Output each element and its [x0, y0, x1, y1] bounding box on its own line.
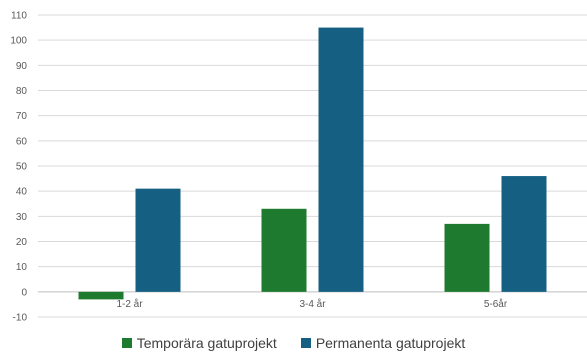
- y-axis-tick-labels: -10 0 10 20 30 40 50 60 70 80 90 100 110: [10, 11, 27, 324]
- legend-swatch-temporara: [121, 338, 132, 348]
- legend-label-permanenta: Permanenta gatuprojekt: [315, 335, 466, 351]
- y-tick-label: 60: [16, 136, 28, 147]
- y-tick-label: 20: [16, 237, 28, 248]
- gridlines: [38, 14, 587, 318]
- bar-temporara-2: [444, 223, 490, 292]
- bar-permanenta-1: [318, 27, 364, 292]
- y-tick-label: 40: [16, 187, 28, 198]
- y-tick-label: 90: [16, 61, 28, 72]
- x-category-label: 5-6år: [484, 298, 508, 310]
- bar-permanenta-2: [501, 176, 547, 292]
- y-tick-label: 80: [16, 86, 28, 97]
- legend-label-temporara: Temporära gatuprojekt: [136, 335, 277, 351]
- y-tick-label: 30: [16, 212, 28, 223]
- x-category-label: 3-4 år: [299, 298, 326, 310]
- y-tick-label: 70: [16, 111, 28, 122]
- legend-swatch-permanenta: [300, 338, 311, 348]
- bar-permanenta-0: [135, 188, 181, 292]
- bars: [78, 27, 547, 300]
- y-tick-label: 0: [21, 287, 27, 298]
- x-axis-category-labels: 1-2 år 3-4 år 5-6år: [116, 298, 507, 310]
- y-tick-label: -10: [13, 313, 28, 324]
- y-tick-label: 50: [16, 162, 28, 173]
- bar-temporara-0: [78, 291, 124, 300]
- bar-chart: -10 0 10 20 30 40 50 60 70 80 90 100 110 1-2 år 3-4 å…: [10, 11, 587, 324]
- bar-temporara-1: [261, 208, 307, 292]
- legend-item-temporara: Temporära gatuprojekt: [121, 335, 277, 351]
- y-tick-label: 110: [11, 11, 27, 22]
- legend: Temporära gatuprojekt Permanenta gatupro…: [0, 334, 587, 352]
- y-tick-label: 100: [10, 36, 27, 47]
- x-category-label: 1-2 år: [116, 298, 143, 310]
- legend-item-permanenta: Permanenta gatuprojekt: [300, 335, 466, 351]
- y-tick-label: 10: [16, 262, 28, 273]
